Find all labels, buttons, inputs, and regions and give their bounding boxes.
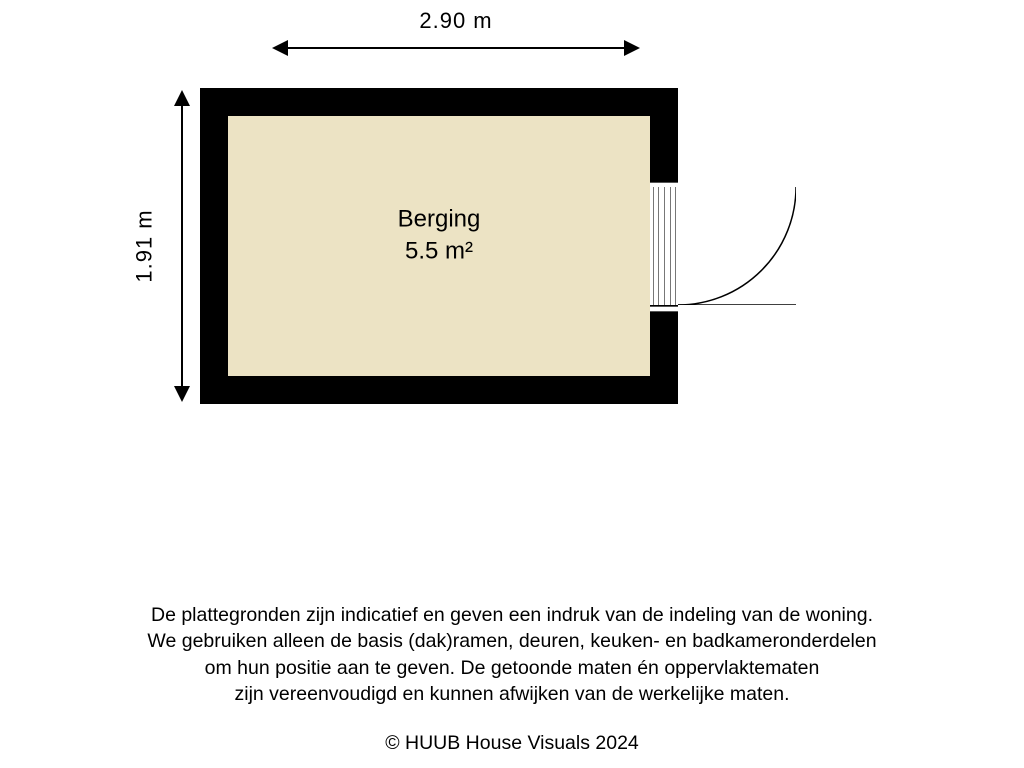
door-jamb-bottom bbox=[650, 306, 678, 312]
dimension-width-arrow bbox=[272, 38, 640, 58]
disclaimer-line-2: We gebruiken alleen de basis (dak)ramen,… bbox=[40, 628, 984, 654]
disclaimer-text: De plattegronden zijn indicatief en geve… bbox=[0, 602, 1024, 707]
copyright-text: © HUUB House Visuals 2024 bbox=[0, 732, 1024, 755]
room-label: Berging 5.5 m² bbox=[398, 203, 481, 268]
arrow-down-icon bbox=[174, 386, 190, 402]
dimension-height: 1.91 m bbox=[128, 90, 188, 402]
floorplan-canvas: 2.90 m 1.91 m Berging 5.5 m² bbox=[0, 0, 1024, 768]
disclaimer-line-4: zijn vereenvoudigd en kunnen afwijken va… bbox=[40, 681, 984, 707]
dimension-width-shaft bbox=[284, 47, 628, 49]
room-walls: Berging 5.5 m² bbox=[200, 88, 678, 404]
door-arc-icon bbox=[678, 187, 796, 305]
room-name: Berging bbox=[398, 203, 481, 235]
dimension-height-shaft bbox=[181, 102, 183, 390]
dimension-height-arrow bbox=[172, 90, 192, 402]
disclaimer-line-1: De plattegronden zijn indicatief en geve… bbox=[40, 602, 984, 628]
dimension-width: 2.90 m bbox=[272, 8, 640, 58]
room-area: 5.5 m² bbox=[398, 236, 481, 268]
dimension-width-label: 2.90 m bbox=[272, 8, 640, 34]
door-threshold bbox=[650, 187, 678, 305]
door-swing-arc bbox=[678, 187, 796, 305]
disclaimer-line-3: om hun positie aan te geven. De getoonde… bbox=[40, 655, 984, 681]
arrow-right-icon bbox=[624, 40, 640, 56]
dimension-height-label: 1.91 m bbox=[132, 209, 158, 282]
room-floor: Berging 5.5 m² bbox=[228, 116, 650, 376]
